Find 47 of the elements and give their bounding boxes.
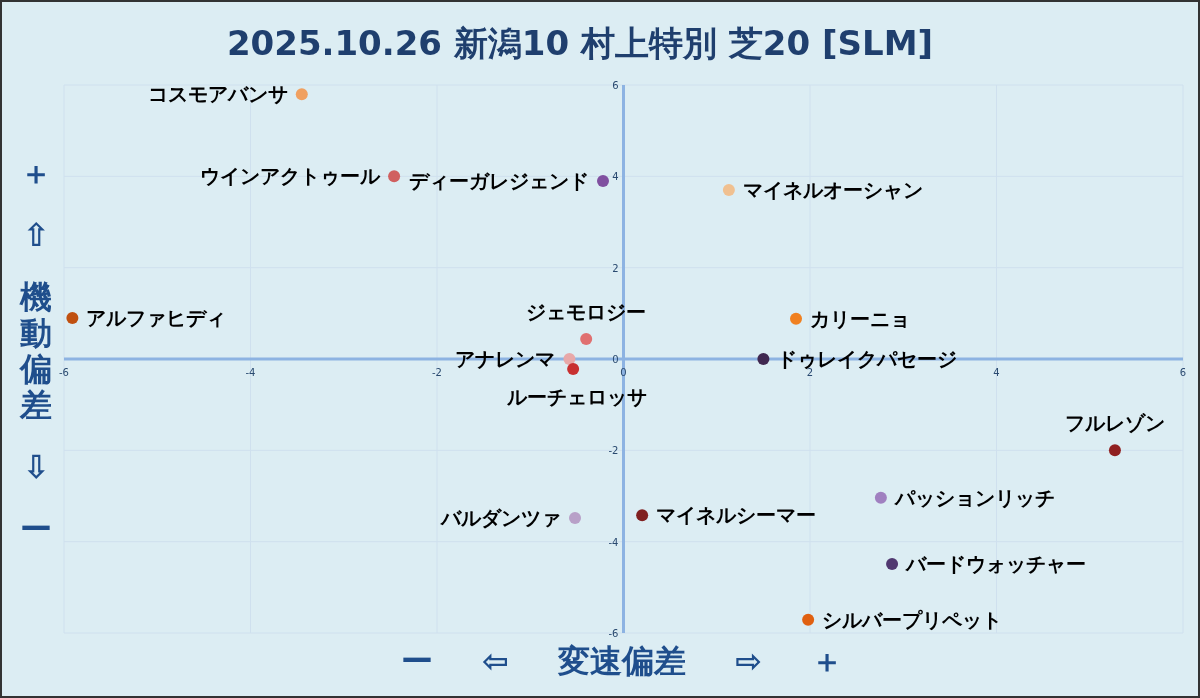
series-label: マイネルシーマー: [656, 503, 817, 528]
x-tick-label: -2: [432, 367, 442, 378]
y-tick-label: 2: [612, 262, 619, 274]
point: [636, 509, 649, 522]
point: [596, 174, 609, 187]
y-tick-label: 6: [612, 80, 619, 91]
point: [1108, 444, 1121, 457]
x-tick-label: -6: [59, 367, 69, 378]
series-label: ルーチェロッサ: [506, 385, 648, 410]
point: [874, 491, 887, 504]
x-tick-label: -4: [245, 367, 256, 378]
series-label: マイネルオーシャン: [742, 178, 923, 203]
point: [722, 184, 735, 197]
x-tick-label: 4: [993, 367, 1000, 378]
series-label: ディーガレジェンド: [408, 168, 589, 193]
series-label: カリーニョ: [810, 306, 911, 331]
point: [66, 311, 79, 324]
point: [802, 613, 815, 626]
series-label: ジェモロジー: [526, 299, 647, 324]
point: [295, 88, 308, 101]
point: [388, 170, 401, 183]
x-tick-label: 0: [620, 367, 627, 378]
y-tick-label: -4: [608, 536, 619, 548]
series-label: コスモアバンサ: [147, 82, 288, 107]
series-label: バードウォッチャー: [905, 552, 1087, 577]
series-label: シルバープリペット: [822, 607, 1003, 632]
chart-title: 2025.10.26 新潟10 村上特別 芝20 [SLM]: [226, 23, 934, 63]
series-label: ウインアクトゥール: [200, 164, 382, 189]
y-axis-title: ＋⇧機動偏差⇩ー: [19, 154, 52, 548]
point: [886, 558, 899, 571]
y-tick-label: -6: [608, 628, 619, 639]
x-tick-label: 6: [1179, 367, 1187, 378]
y-tick-label: -2: [608, 445, 619, 457]
series-label: バルダンツァ: [440, 505, 562, 530]
x-axis-title: ー ⇦ 変速偏差 ⇨ ＋: [400, 642, 844, 680]
series-label: フルレゾン: [1064, 411, 1165, 436]
y-tick-label: 4: [612, 171, 619, 183]
point: [563, 353, 576, 365]
y-tick-label: 0: [612, 354, 619, 365]
point: [567, 363, 580, 376]
point: [757, 353, 770, 365]
series-label: アナレンマ: [455, 347, 556, 371]
point: [569, 511, 582, 524]
point: [580, 332, 593, 345]
series-label: パッションリッチ: [893, 485, 1055, 510]
series-label: アルファヒディ: [86, 305, 227, 330]
point: [790, 312, 803, 325]
